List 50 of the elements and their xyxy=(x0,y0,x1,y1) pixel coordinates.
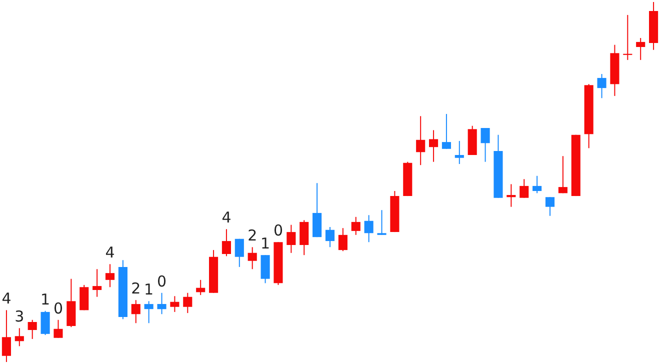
candlestick xyxy=(80,284,89,311)
text: 4 xyxy=(105,244,115,262)
candlestick xyxy=(54,319,63,338)
text: 1 xyxy=(40,290,50,308)
text: 4 xyxy=(2,290,12,308)
candlestick xyxy=(144,300,154,324)
candlestick xyxy=(222,228,231,257)
candlestick xyxy=(338,228,348,252)
candlestick xyxy=(325,226,335,248)
text: 3 xyxy=(14,308,24,326)
candlestick xyxy=(442,113,451,150)
candlestick xyxy=(416,116,426,166)
candlestick xyxy=(623,14,632,60)
candlestick xyxy=(558,156,568,194)
candlestick xyxy=(183,292,192,314)
text: 1 xyxy=(260,234,270,253)
candlestick xyxy=(248,246,257,270)
candlestick xyxy=(597,74,606,99)
candlestick xyxy=(429,130,438,162)
candlestick xyxy=(532,175,542,194)
candlestick xyxy=(234,238,244,268)
candlestick xyxy=(40,310,50,336)
candlestick xyxy=(260,254,270,284)
candlestick xyxy=(636,38,646,60)
candlestick xyxy=(520,178,529,198)
candlestick xyxy=(170,296,180,312)
candlestick xyxy=(506,184,516,208)
candlestick xyxy=(28,319,37,340)
candlestick xyxy=(454,140,464,164)
candlestick xyxy=(480,128,490,162)
text: 4 xyxy=(222,208,232,227)
candlestick xyxy=(131,300,140,324)
candlestick xyxy=(2,310,11,362)
candlestick xyxy=(545,196,555,216)
text: 0 xyxy=(53,299,64,318)
candlestick xyxy=(105,264,115,288)
candlestick xyxy=(157,292,166,315)
candlestick xyxy=(377,210,386,236)
candlestick xyxy=(92,268,102,298)
candlestick xyxy=(14,328,24,347)
candlestick xyxy=(286,224,296,254)
candlestick xyxy=(300,220,309,256)
candlestick xyxy=(364,214,374,243)
text: 0 xyxy=(156,272,167,290)
text: 2 xyxy=(131,280,141,298)
candlestick xyxy=(196,279,206,296)
candlestick xyxy=(351,216,360,236)
text: 1 xyxy=(144,280,154,299)
text: 0 xyxy=(273,222,284,240)
text: 2 xyxy=(248,226,258,245)
